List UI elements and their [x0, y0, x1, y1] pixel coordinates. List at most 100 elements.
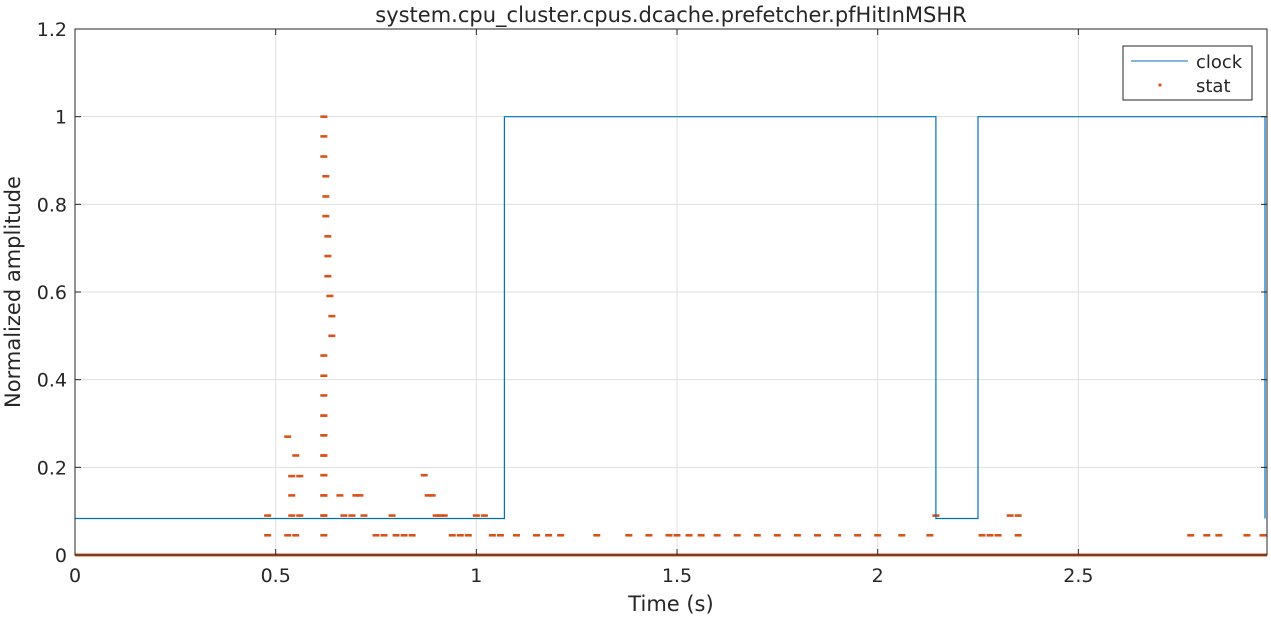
stat-point [986, 533, 994, 537]
clock-line [75, 116, 1266, 520]
stat-point [978, 533, 986, 537]
stat-point [926, 533, 934, 537]
stat-point [380, 533, 388, 537]
stat-point [352, 494, 360, 497]
stat-point [512, 533, 520, 537]
stat-point [420, 473, 428, 477]
stat-point [432, 514, 440, 517]
stat-point [292, 454, 300, 457]
x-tick-label: 2 [872, 565, 884, 587]
stat-point [296, 474, 304, 478]
stat-point [288, 514, 296, 517]
stat-point [464, 533, 472, 537]
stat-point [322, 214, 330, 218]
stat-point [448, 533, 456, 537]
legend-clock-label: clock [1196, 52, 1243, 73]
legend-box [1122, 45, 1253, 101]
stat-point [456, 533, 464, 537]
stat-point [336, 494, 344, 497]
stat-point [324, 235, 332, 238]
stat-point [593, 533, 601, 537]
stat-point [428, 494, 436, 497]
stat-point [898, 533, 906, 537]
stat-point [665, 533, 673, 537]
stat-point [340, 514, 348, 517]
chart-title: system.cpu_cluster.cpus.dcache.prefetche… [375, 3, 967, 28]
stat-point [733, 533, 741, 537]
stat-point [753, 533, 761, 537]
stat-point [328, 314, 336, 318]
stat-point [288, 474, 296, 478]
x-tick-label: 1 [470, 565, 482, 587]
stat-point [320, 354, 328, 357]
stat-point [284, 533, 292, 537]
stat-point [360, 514, 368, 517]
x-tick-label: 1.5 [662, 565, 692, 587]
y-tick-label: 0 [55, 545, 67, 567]
stat-point [440, 514, 448, 517]
stat-point [625, 533, 633, 537]
stat-point [874, 533, 882, 537]
stat-point [288, 494, 296, 497]
stat-point [645, 533, 653, 537]
stat-point [480, 514, 488, 517]
stat-point [284, 435, 292, 438]
stat-point [1243, 533, 1251, 537]
stat-point [320, 533, 328, 537]
y-tick-label: 0.8 [37, 194, 67, 216]
stat-point [854, 533, 862, 537]
stat-point [1259, 533, 1267, 537]
stat-point [320, 115, 328, 118]
stat-point [328, 334, 336, 338]
x-tick-label: 0.5 [261, 565, 291, 587]
y-tick-label: 0.4 [37, 370, 67, 392]
stat-point [296, 514, 304, 517]
stat-point [773, 533, 781, 537]
stat-point [813, 533, 821, 537]
y-tick-label: 1.2 [37, 19, 67, 41]
stat-point [320, 514, 328, 517]
stat-point [326, 294, 334, 298]
stat-point [292, 533, 300, 537]
x-axis-label: Time (s) [627, 592, 713, 616]
y-tick-label: 0.2 [37, 457, 67, 479]
stat-point [320, 454, 328, 457]
stat-point [264, 514, 272, 517]
stat-point [372, 533, 380, 537]
stat-point [673, 533, 681, 537]
stat-point [994, 533, 1002, 537]
stat-point [533, 533, 541, 537]
stat-point [320, 473, 328, 477]
stat-point [685, 533, 693, 537]
legend-stat-label: stat [1196, 76, 1231, 97]
stat-point [324, 254, 332, 258]
x-tick-label: 2.5 [1063, 565, 1093, 587]
stat-point [697, 533, 705, 537]
stat-point [1014, 533, 1022, 537]
stat-point [557, 533, 565, 537]
stat-point [488, 533, 496, 537]
stat-point [472, 514, 480, 517]
stat-point [545, 533, 553, 537]
stat-point [348, 514, 356, 517]
y-axis-label: Normalized amplitude [1, 176, 25, 408]
stat-point [320, 374, 328, 378]
stat-point [436, 514, 444, 517]
stat-point [320, 414, 328, 417]
stat-point [320, 434, 328, 437]
stat-point [320, 494, 328, 497]
stat-point [1187, 533, 1195, 537]
legend-stat-swatch [1158, 83, 1162, 87]
stat-point [392, 533, 400, 537]
stat-point [1215, 533, 1223, 537]
stat-point [324, 274, 332, 278]
stat-point [834, 533, 842, 537]
stat-point [1006, 514, 1014, 517]
stat-point [1014, 514, 1022, 517]
stat-point [320, 155, 328, 158]
stat-point [713, 533, 721, 537]
y-tick-label: 0.6 [37, 282, 67, 304]
stat-point [322, 174, 330, 178]
stat-point [424, 494, 432, 497]
